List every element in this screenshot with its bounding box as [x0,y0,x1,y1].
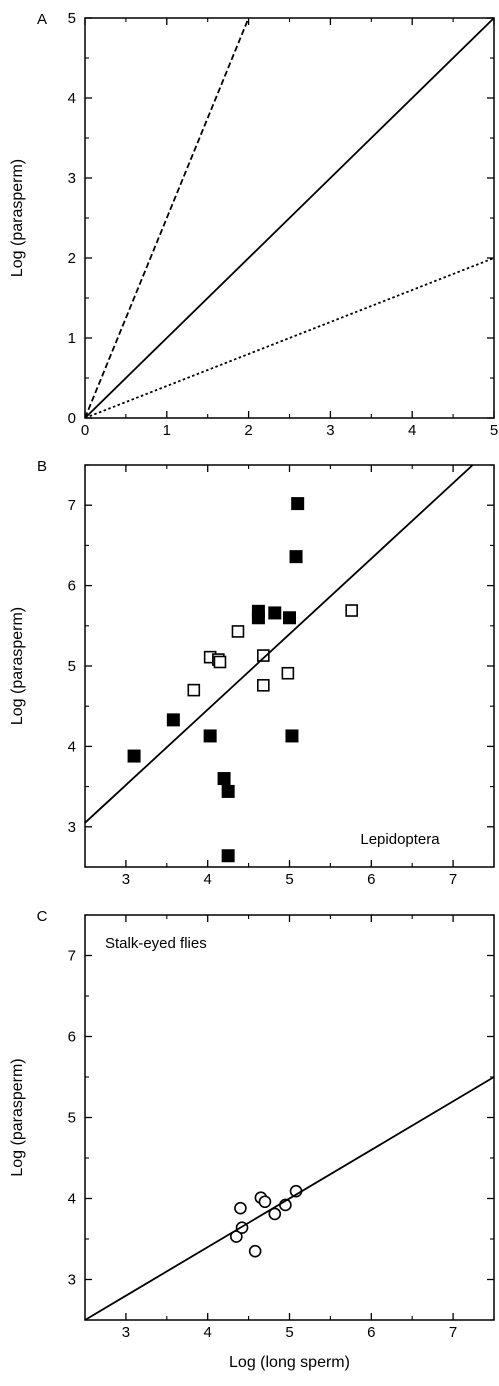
panel-b-point-open-square [231,625,245,638]
panel-c-xtick-label: 6 [367,1324,375,1341]
panel-b-point-filled-square [127,749,141,763]
panel-b-frame [84,464,495,868]
panel-b-point-filled-square [221,849,235,863]
panel-b-point-open-square [213,655,227,669]
panel-b-letter: B [37,458,47,475]
panel-a-xtick-label: 1 [163,422,171,439]
panel-c-ytick-label: 3 [68,1272,76,1289]
panel-c-annotation: Stalk-eyed flies [105,935,207,952]
panel-a-ytick-label: 1 [68,330,76,347]
panel-a-series-dashed-line [85,18,250,418]
panel-b-ytick-label: 4 [68,738,76,755]
panel-b-point-filled-square [285,729,299,743]
panel-c-xtick-label: 3 [122,1324,130,1341]
panel-b-ylabel: Log (parasperm) [9,607,26,725]
panel-b-ytick-label: 5 [68,658,76,675]
panel-b-xtick-label: 6 [367,871,375,888]
panel-c-point-open-circle [248,1244,262,1258]
panel-c-letter: C [37,908,48,925]
panel-b-point-filled-square [289,550,303,564]
panel-c-point-open-circle [234,1201,247,1215]
panel-c-point-open-circle [268,1207,282,1221]
panel-b-point-open-square [187,683,201,697]
panel-c-ytick-label: 4 [68,1191,76,1208]
panel-b-point-filled-square [217,772,231,786]
panel-a-ytick-label: 2 [68,250,76,267]
panel-a-xtick-label: 4 [408,422,416,439]
panel-b-point-open-square [281,666,295,680]
panel-b-point-open-square [345,604,358,617]
panel-c-frame [84,914,495,1321]
panel-b-point-filled-square [166,713,180,727]
panel-a-ytick-label: 3 [68,170,76,187]
panel-b-point-filled-square [268,606,282,620]
panel-c-ytick-label: 5 [68,1110,76,1127]
panel-b-point-filled-square [291,497,305,511]
panel-a-ylabel: Log (parasperm) [9,159,26,277]
panel-a-xtick-label: 2 [244,422,252,439]
panel-a-xtick-label: 3 [326,422,334,439]
panel-c-ytick-label: 7 [68,948,76,965]
panel-b-point-filled-square [251,604,265,618]
panel-b-point-filled-square [203,729,217,743]
panel-c-xtick-label: 5 [285,1324,293,1341]
panel-b-xtick-label: 3 [122,871,130,888]
panel-a-xtick-label: 0 [81,422,89,439]
panel-b-ytick-label: 6 [68,578,76,595]
panel-b-annotation: Lepidoptera [360,831,440,848]
panel-b-ytick-label: 7 [68,497,76,514]
panel-b-xtick-label: 4 [204,871,212,888]
panel-c-ytick-label: 6 [68,1029,76,1046]
panel-b-point-open-square [257,678,270,692]
panel-c-xlabel: Log (long sperm) [229,1354,350,1371]
panel-b-point-open-square [257,649,270,662]
panel-b-series-fit-line [85,465,474,824]
panel-a-letter: A [37,11,47,28]
panel-b-point-filled-square [221,784,235,798]
panel-a-ytick-label: 4 [68,90,76,107]
panel-a-series-dotted-line [85,257,494,418]
panel-c-ylabel: Log (parasperm) [9,1058,26,1176]
panel-b-ytick-label: 3 [68,819,76,836]
panel-a-series-solid-line [85,18,494,418]
panel-a-ytick-label: 5 [68,10,76,27]
panel-a-ytick-label: 0 [68,410,76,427]
panel-c-xtick-label: 4 [204,1324,212,1341]
panel-c-series-fit-line [85,1076,494,1320]
panel-a-xtick-label: 5 [490,422,498,439]
panel-b-xtick-label: 7 [449,871,457,888]
panel-c-point-open-circle [258,1195,272,1209]
panel-c-xtick-label: 7 [449,1324,457,1341]
panel-b-point-filled-square [283,611,296,625]
panel-b-xtick-label: 5 [285,871,293,888]
